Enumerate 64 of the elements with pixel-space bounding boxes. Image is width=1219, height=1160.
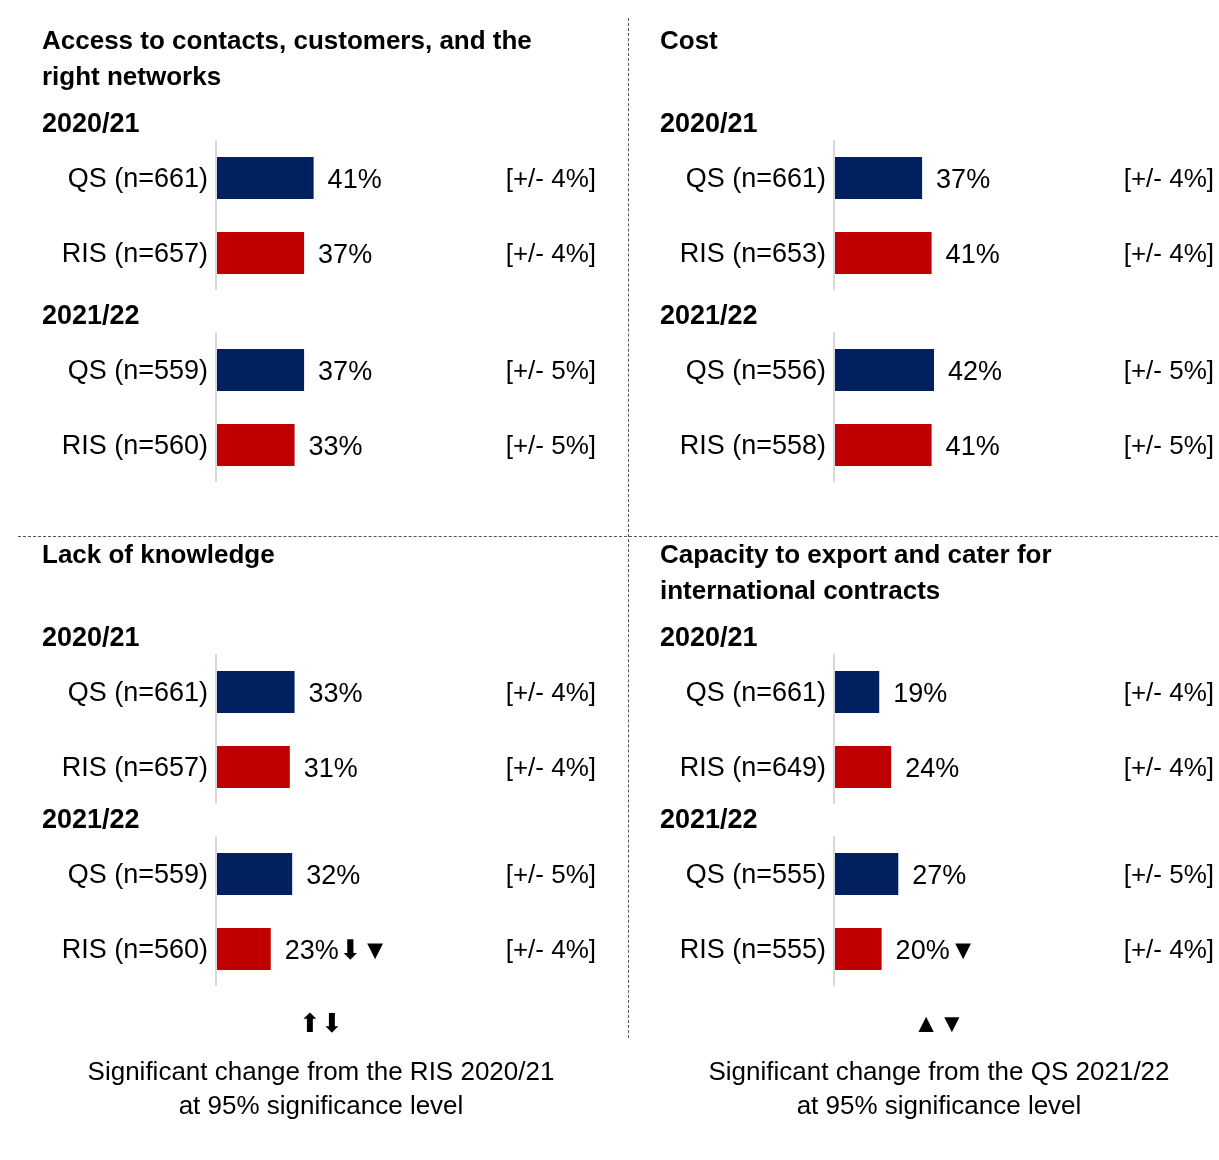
chart-subtitle: 2020/21 — [41, 622, 141, 654]
y-tick-label: RIS (n=657) — [61, 238, 208, 269]
data-label: 33% — [308, 430, 363, 461]
text: [+/- 4%] — [1123, 933, 1214, 964]
text: [+/- 4%] — [1123, 676, 1214, 707]
data-label: 24% — [905, 752, 960, 783]
text: [+/- 4%] — [505, 751, 596, 782]
data-label: 20%▼ — [895, 934, 977, 965]
chart-title: Cost — [659, 24, 719, 57]
text: [+/- 4%] — [1123, 751, 1214, 782]
data-label: 41% — [945, 238, 1000, 269]
data-label: 19% — [893, 677, 948, 708]
y-tick-label: RIS (n=555) — [679, 934, 826, 965]
chart-title: Capacity to export and cater for international contracts — [659, 538, 1053, 607]
data-label: 27% — [912, 859, 967, 890]
data-label: 37% — [936, 163, 991, 194]
text: [+/- 4%] — [1123, 162, 1214, 193]
y-tick-label: QS (n=661) — [67, 677, 208, 708]
chart-subtitle: 2020/21 — [41, 108, 141, 140]
y-tick-label: RIS (n=558) — [679, 430, 826, 461]
text: [+/- 5%] — [505, 858, 596, 889]
text: Significant change from the RIS 2020/21 at 95% significance level — [86, 1055, 556, 1122]
chart-subtitle: 2021/22 — [659, 300, 759, 332]
y-tick-label: QS (n=555) — [685, 859, 826, 890]
data-label: 23%⬇▼ — [284, 934, 389, 965]
y-tick-label: RIS (n=649) — [679, 752, 826, 783]
data-label: 37% — [318, 238, 373, 269]
text: [+/- 5%] — [1123, 354, 1214, 385]
data-label: 33% — [308, 677, 363, 708]
y-tick-label: QS (n=559) — [67, 859, 208, 890]
y-tick-label: RIS (n=560) — [61, 430, 208, 461]
chart-title: Access to contacts, customers, and the right networks — [41, 24, 533, 93]
text: [+/- 4%] — [505, 162, 596, 193]
text: [+/- 4%] — [505, 933, 596, 964]
text: [+/- 4%] — [1123, 237, 1214, 268]
data-label: 41% — [327, 163, 382, 194]
text: ▲▼ — [912, 1007, 966, 1040]
data-label: 32% — [306, 859, 361, 890]
chart-subtitle: 2020/21 — [659, 108, 759, 140]
chart-subtitle: 2021/22 — [659, 804, 759, 836]
text: Significant change from the QS 2021/22 at 95% significance level — [707, 1055, 1171, 1122]
text: [+/- 4%] — [505, 676, 596, 707]
chart-subtitle: 2021/22 — [41, 300, 141, 332]
text: [+/- 4%] — [505, 237, 596, 268]
text: [+/- 5%] — [505, 429, 596, 460]
chart-subtitle: 2020/21 — [659, 622, 759, 654]
data-label: 37% — [318, 355, 373, 386]
text: [+/- 5%] — [1123, 429, 1214, 460]
data-label: 42% — [948, 355, 1003, 386]
data-label: 31% — [303, 752, 358, 783]
chart-title: Lack of knowledge — [41, 538, 276, 571]
y-tick-label: RIS (n=657) — [61, 752, 208, 783]
y-tick-label: RIS (n=560) — [61, 934, 208, 965]
data-label: 41% — [945, 430, 1000, 461]
y-tick-label: QS (n=661) — [67, 163, 208, 194]
y-tick-label: QS (n=556) — [685, 355, 826, 386]
chart-subtitle: 2021/22 — [41, 804, 141, 836]
text: [+/- 5%] — [1123, 858, 1214, 889]
text: ⬆⬇ — [298, 1007, 344, 1040]
y-tick-label: QS (n=661) — [685, 677, 826, 708]
y-tick-label: RIS (n=653) — [679, 238, 826, 269]
y-tick-label: QS (n=661) — [685, 163, 826, 194]
text: [+/- 5%] — [505, 354, 596, 385]
y-tick-label: QS (n=559) — [67, 355, 208, 386]
